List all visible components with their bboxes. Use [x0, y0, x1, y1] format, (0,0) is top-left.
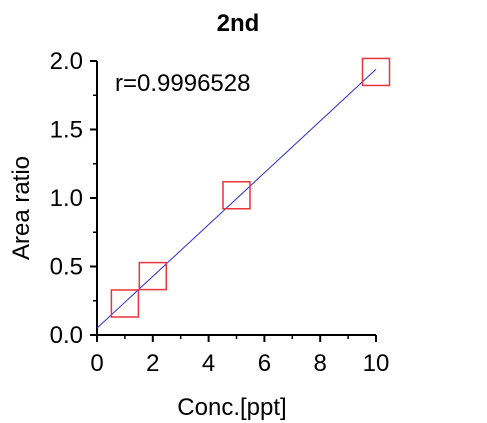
x-tick-label: 4	[202, 350, 215, 377]
x-tick-label: 10	[363, 350, 390, 377]
fit-line	[96, 68, 377, 329]
y-axis-label: Area ratio	[8, 156, 35, 260]
x-tick-label: 6	[258, 350, 271, 377]
data-point-marker	[222, 181, 251, 210]
x-tick-label: 8	[314, 350, 327, 377]
y-tick-label: 1.0	[50, 185, 83, 212]
y-tick-label: 0.5	[50, 254, 83, 281]
y-tick-label: 0.0	[50, 322, 83, 349]
data-point-marker	[138, 261, 168, 291]
correlation-annotation: r=0.9996528	[115, 70, 250, 97]
x-tick-label: 2	[146, 350, 159, 377]
axes: 0 2 4 6 8 10 0.0 0.5 1.0 1.5 2.0	[50, 48, 390, 377]
y-tick-label: 2.0	[50, 48, 83, 75]
x-tick-label: 0	[90, 350, 103, 377]
data-point-marker	[110, 289, 140, 318]
x-axis-label: Conc.[ppt]	[177, 394, 286, 421]
y-tick-label: 1.5	[50, 117, 83, 144]
chart-title: 2nd	[217, 10, 260, 37]
fit-line-group	[96, 68, 377, 329]
data-point-marker	[361, 57, 391, 87]
markers-group	[110, 57, 391, 318]
